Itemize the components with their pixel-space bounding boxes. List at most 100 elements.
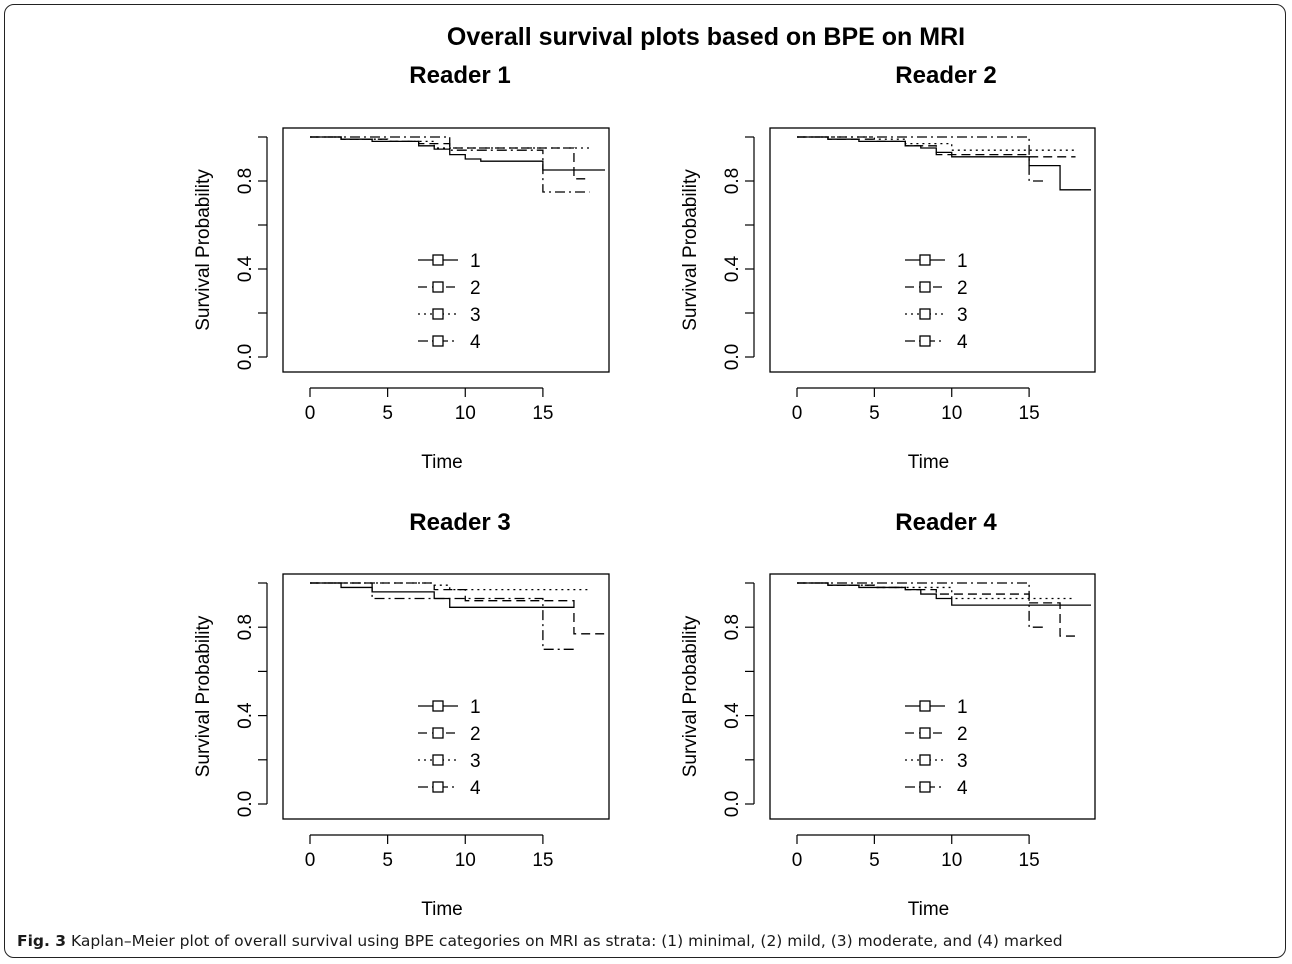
plot-frame (282, 127, 610, 373)
km-curve-3 (310, 582, 590, 591)
y-axis-label: Survival Probability (193, 615, 214, 777)
x-tick-label: 5 (382, 850, 393, 871)
legend-marker-2 (919, 727, 931, 739)
plot-frame (769, 127, 1096, 373)
legend-label-2: 2 (470, 724, 481, 745)
legend-label-4: 4 (470, 332, 481, 353)
km-panel-3: Reader 3 0 5 10 15 Time 0.0 0.4 0.8 Survival Prob… (193, 509, 610, 920)
figure-title: Overall survival plots based on BPE on M… (447, 23, 965, 51)
y-tick-label: 0.0 (722, 791, 743, 817)
km-curve-4 (310, 136, 590, 193)
y-axis-label: Survival Probability (680, 615, 701, 777)
x-tick-label: 15 (532, 850, 553, 871)
legend-marker-4 (919, 781, 931, 793)
x-tick-label: 15 (1019, 850, 1040, 871)
km-curve-4 (797, 582, 1045, 628)
y-tick-label: 0.4 (722, 255, 743, 282)
panel-title: Reader 1 (409, 62, 510, 89)
km-panel-1: Reader 1 0 5 10 15 Time 0.0 0.4 0.8 Survival Prob… (193, 62, 610, 473)
legend-marker-2 (919, 281, 931, 293)
x-tick-label: 10 (941, 850, 962, 871)
x-tick-label: 5 (869, 850, 880, 871)
legend-label-3: 3 (470, 751, 481, 772)
legend-marker-1 (432, 700, 444, 712)
legend-label-3: 3 (957, 751, 968, 772)
plot-frame (769, 573, 1096, 820)
km-curve-3 (310, 136, 590, 149)
x-tick-label: 5 (869, 403, 880, 424)
km-curve-4 (310, 582, 574, 650)
legend-marker-4 (432, 335, 444, 347)
legend-label-1: 1 (470, 697, 481, 718)
x-tick-label: 0 (305, 850, 316, 871)
x-tick-label: 15 (532, 403, 553, 424)
legend-marker-3 (919, 754, 931, 766)
figure-caption: Fig. 3 Kaplan–Meier plot of overall surv… (17, 932, 1063, 950)
km-panel-4: Reader 4 0 5 10 15 Time 0.0 0.4 0.8 Survival Prob… (680, 509, 1096, 920)
legend-label-2: 2 (957, 724, 968, 745)
legend-label-1: 1 (957, 697, 968, 718)
x-axis-label: Time (421, 452, 463, 473)
caption-text: Kaplan–Meier plot of overall survival us… (71, 932, 1063, 950)
x-tick-label: 0 (305, 403, 316, 424)
x-tick-label: 10 (455, 403, 476, 424)
km-curve-1 (797, 136, 1091, 191)
y-axis-label: Survival Probability (193, 169, 214, 331)
x-tick-label: 0 (792, 850, 803, 871)
y-axis-label: Survival Probability (680, 169, 701, 331)
legend-marker-1 (919, 254, 931, 266)
km-curve-2 (310, 582, 605, 635)
y-tick-label: 0.8 (722, 614, 743, 640)
y-tick-label: 0.8 (722, 168, 743, 194)
legend-label-3: 3 (470, 305, 481, 326)
legend-label-1: 1 (957, 251, 968, 272)
legend-marker-4 (432, 781, 444, 793)
y-tick-label: 0.4 (235, 702, 256, 729)
legend-label-3: 3 (957, 305, 968, 326)
plot-frame (282, 573, 610, 820)
legend-marker-3 (919, 308, 931, 320)
x-tick-label: 5 (382, 403, 393, 424)
y-tick-label: 0.8 (235, 614, 256, 640)
legend-marker-2 (432, 727, 444, 739)
y-tick-label: 0.8 (235, 168, 256, 194)
panel-title: Reader 4 (895, 509, 997, 536)
x-tick-label: 10 (455, 850, 476, 871)
legend-label-4: 4 (957, 778, 968, 799)
km-curve-2 (797, 136, 1076, 158)
legend-label-2: 2 (470, 278, 481, 299)
legend-marker-3 (432, 308, 444, 320)
legend-label-4: 4 (957, 332, 968, 353)
x-tick-label: 0 (792, 403, 803, 424)
y-tick-label: 0.4 (722, 702, 743, 729)
x-axis-label: Time (908, 899, 950, 920)
figure-frame (4, 4, 1286, 958)
x-tick-label: 15 (1019, 403, 1040, 424)
y-tick-label: 0.0 (235, 344, 256, 370)
panel-title: Reader 3 (409, 509, 510, 536)
legend-label-2: 2 (957, 278, 968, 299)
y-tick-label: 0.4 (235, 255, 256, 282)
legend-marker-3 (432, 754, 444, 766)
x-axis-label: Time (421, 899, 463, 920)
legend-marker-4 (919, 335, 931, 347)
km-curve-2 (797, 582, 1076, 637)
km-curve-3 (797, 582, 1076, 600)
caption-label: Fig. 3 (17, 932, 67, 950)
x-axis-label: Time (908, 452, 950, 473)
legend-marker-2 (432, 281, 444, 293)
y-tick-label: 0.0 (722, 344, 743, 370)
km-curve-1 (310, 582, 574, 608)
x-tick-label: 10 (941, 403, 962, 424)
legend-marker-1 (432, 254, 444, 266)
km-curve-1 (310, 136, 605, 171)
legend-label-1: 1 (470, 251, 481, 272)
km-curve-4 (797, 136, 1045, 182)
panel-title: Reader 2 (895, 62, 996, 89)
y-tick-label: 0.0 (235, 791, 256, 817)
legend-label-4: 4 (470, 778, 481, 799)
legend-marker-1 (919, 700, 931, 712)
km-curve-2 (310, 136, 590, 180)
km-panel-2: Reader 2 0 5 10 15 Time 0.0 0.4 0.8 Survival Prob… (680, 62, 1096, 473)
